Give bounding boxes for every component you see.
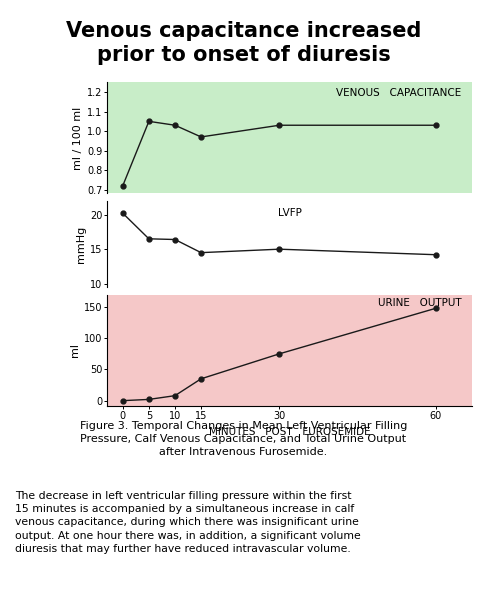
Y-axis label: ml / 100 ml: ml / 100 ml bbox=[73, 106, 83, 170]
Text: VENOUS   CAPACITANCE: VENOUS CAPACITANCE bbox=[336, 88, 462, 98]
Y-axis label: ml: ml bbox=[70, 343, 79, 357]
Y-axis label: mmHg: mmHg bbox=[76, 225, 86, 263]
Text: Venous capacitance increased
prior to onset of diuresis: Venous capacitance increased prior to on… bbox=[66, 21, 421, 65]
X-axis label: MINUTES   POST   FUROSEMIDE: MINUTES POST FUROSEMIDE bbox=[209, 428, 371, 437]
Text: LVFP: LVFP bbox=[278, 207, 302, 218]
Text: The decrease in left ventricular filling pressure within the first
15 minutes is: The decrease in left ventricular filling… bbox=[15, 491, 360, 554]
Text: Figure 3. Temporal Changes in Mean Left Ventricular Filling
Pressure, Calf Venou: Figure 3. Temporal Changes in Mean Left … bbox=[80, 421, 407, 458]
Text: URINE   OUTPUT: URINE OUTPUT bbox=[378, 298, 462, 308]
